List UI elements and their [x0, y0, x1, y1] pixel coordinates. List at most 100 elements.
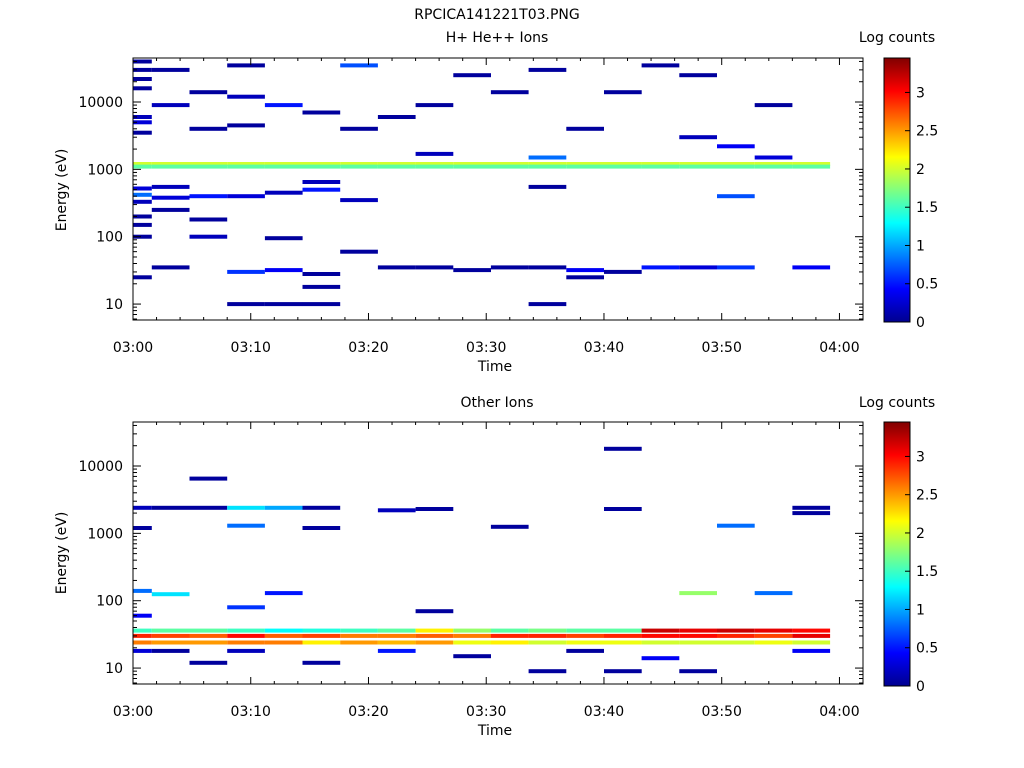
heatmap-cell [528, 184, 567, 189]
heatmap-cell [189, 476, 228, 481]
heatmap-cell [133, 613, 152, 618]
y-tick-label: 1000 [87, 526, 123, 542]
colorbar-tick-label: 2 [916, 526, 925, 542]
colorbar-tick-label: 0.5 [916, 277, 938, 293]
heatmap-cell [415, 640, 454, 645]
x-tick-label: 03:10 [231, 340, 271, 356]
heatmap-cell [133, 640, 152, 645]
heatmap-cell [566, 633, 604, 638]
colorbar-ticks: 0 0.5 1 1.5 2 2.5 3 [905, 449, 938, 695]
heatmap-cell [641, 656, 680, 661]
heatmap-cell [302, 162, 341, 166]
x-tick-label: 03:10 [231, 704, 271, 720]
heatmap-cell [604, 669, 642, 674]
heatmap-cell [264, 640, 303, 645]
heatmap-cell [133, 77, 152, 81]
heatmap-cell [566, 640, 604, 645]
heatmap-cell [151, 184, 190, 189]
heatmap-cell [189, 633, 228, 638]
x-tick-label: 04:00 [819, 340, 859, 356]
heatmap-cell [264, 591, 303, 596]
heatmap-cell [189, 194, 228, 199]
colorbar-tick-label: 0 [916, 679, 925, 695]
heatmap-cell [490, 265, 529, 270]
heatmap-cell [679, 633, 717, 638]
x-tick-label: 04:00 [819, 704, 859, 720]
heatmap-cell [679, 628, 717, 633]
heatmap-cell [227, 605, 265, 610]
heatmap-cell [133, 192, 152, 197]
heatmap-cell [679, 162, 717, 166]
heatmap-cell [415, 507, 454, 511]
heatmap-cell [189, 628, 228, 633]
heatmap-cell [604, 164, 642, 169]
heatmap-cell [679, 135, 717, 140]
heatmap-cell [641, 265, 680, 270]
x-tick-label: 03:40 [584, 340, 624, 356]
heatmap-cell [679, 669, 717, 674]
heatmap-cell [679, 640, 717, 645]
heatmap-cell [133, 633, 152, 638]
heatmap-cell [133, 222, 152, 227]
heatmap-cell [604, 446, 642, 451]
heatmap-cell [151, 648, 190, 653]
colorbar-label: Log counts [859, 395, 935, 411]
x-tick-label: 03:00 [113, 340, 153, 356]
heatmap-cell [604, 90, 642, 95]
colorbar-tick-label: 2 [916, 162, 925, 178]
heatmap-cell [133, 115, 152, 119]
heatmap-cell [340, 640, 378, 645]
x-tick-label: 03:30 [466, 704, 506, 720]
heatmap-cell [340, 198, 378, 203]
heatmap-cell [151, 265, 190, 270]
heatmap-cell [227, 269, 265, 274]
heatmap-cell [133, 130, 152, 135]
heatmap-cell [490, 90, 529, 95]
heatmap-cell [133, 59, 152, 64]
x-tick-label: 03:20 [348, 704, 388, 720]
heatmap-cell [302, 180, 341, 184]
heatmap-cell [566, 628, 604, 633]
heatmap-cell [227, 640, 265, 645]
colorbar-label: Log counts [859, 30, 935, 46]
heatmap-cell [792, 640, 831, 645]
heatmap-cell [151, 103, 190, 108]
heatmap-cell [151, 505, 190, 510]
heatmap-cell [641, 162, 680, 166]
heatmap-cell [566, 164, 604, 169]
heatmap-cell [189, 126, 228, 131]
heatmap-cell [792, 505, 831, 510]
x-tick-label: 03:40 [584, 704, 624, 720]
y-axis-label: Energy (eV) [54, 149, 70, 232]
heatmap-cell [490, 640, 529, 645]
heatmap-cell [133, 86, 152, 91]
heatmap-cell [717, 144, 755, 149]
heatmap-cell [264, 628, 303, 633]
heatmap-cell [133, 67, 152, 72]
heatmap-cell [415, 265, 454, 270]
heatmap-cell [754, 155, 793, 160]
heatmap-cell [133, 275, 152, 280]
heatmap-cell [227, 63, 265, 68]
heatmap-cell [302, 526, 341, 530]
heatmap-cell [792, 164, 831, 169]
heatmap-cell [792, 633, 831, 638]
heatmap-cell [264, 103, 303, 108]
heatmap-cell [679, 265, 717, 270]
heatmap-cell [566, 648, 604, 653]
heatmap-cell [340, 162, 378, 166]
x-axis: 03:00 03:10 03:20 03:30 03:40 03:50 04:00 [113, 58, 864, 356]
heatmap-cell [377, 115, 416, 119]
heatmap-cell [133, 164, 152, 169]
heatmap-cell [528, 669, 567, 674]
x-tick-label: 03:20 [348, 340, 388, 356]
heatmap-cell [151, 628, 190, 633]
heatmap-cell [754, 591, 793, 596]
heatmap-cell [151, 592, 190, 597]
heatmap-cell [302, 187, 341, 192]
heatmap-cell [133, 162, 152, 166]
x-tick-label: 03:50 [702, 704, 742, 720]
x-tick-label: 03:30 [466, 340, 506, 356]
heatmap-cell [754, 628, 793, 633]
heatmap-cell [604, 269, 642, 274]
